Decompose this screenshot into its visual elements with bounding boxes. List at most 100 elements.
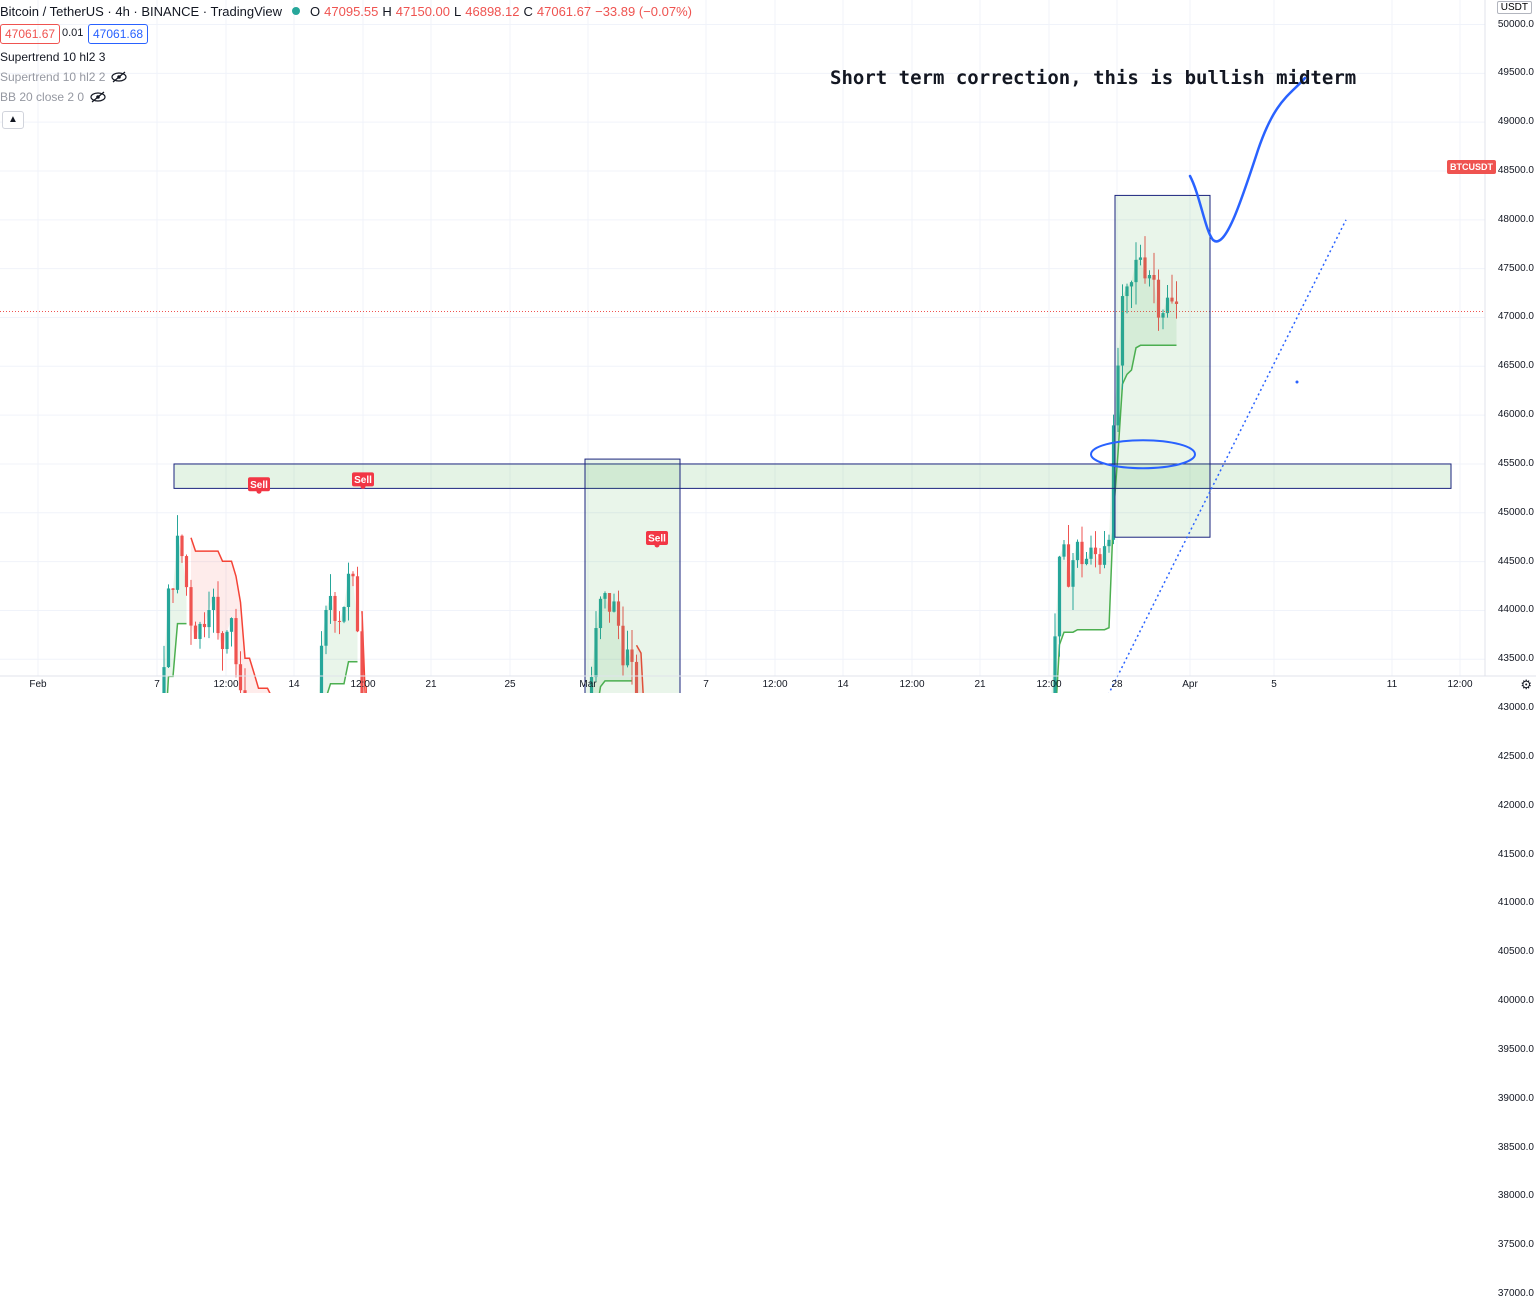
time-tick-label: 14 <box>288 679 300 690</box>
candle-body <box>1084 558 1089 565</box>
candle-body <box>1089 547 1093 559</box>
price-tick-label: 47000.0 <box>1497 311 1534 323</box>
close-label: C <box>523 3 533 19</box>
indicator-label: BB 20 close 2 0 <box>0 90 85 104</box>
price-tick-label: 43000.0 <box>1497 702 1534 714</box>
price-tick-label: 37000.0 <box>1497 1288 1534 1299</box>
time-tick-label: 14 <box>837 679 849 690</box>
candle-body <box>337 620 342 622</box>
chart-canvas[interactable]: SellSellBuySellBuySellBuy <box>0 0 1536 693</box>
candle-body <box>1116 365 1120 426</box>
candle-body <box>162 667 166 693</box>
price-tick-label: 42000.0 <box>1497 799 1534 811</box>
price-tick-label: 38500.0 <box>1497 1141 1534 1153</box>
candle-body <box>355 576 360 632</box>
candle-body <box>342 607 346 622</box>
price-tick-label: 48500.0 <box>1497 164 1534 176</box>
candle-body <box>1062 544 1066 557</box>
candle-body <box>166 588 171 668</box>
candle-body <box>319 645 324 693</box>
price-tick-label: 37500.0 <box>1497 1239 1534 1251</box>
indicator-supertrend-2[interactable]: Supertrend 10 hl2 2 <box>0 70 128 84</box>
time-tick-label: 11 <box>1386 679 1398 690</box>
candle-body <box>229 618 234 632</box>
eye-hidden-icon[interactable] <box>111 71 128 83</box>
candle-body <box>1057 556 1062 637</box>
user-drawings[interactable] <box>164 76 1452 693</box>
price-tick-label: 47500.0 <box>1497 262 1534 274</box>
time-tick-label: 21 <box>974 679 986 690</box>
time-tick-label: 12:00 <box>213 679 239 690</box>
candle-body <box>211 596 216 611</box>
signal-dot <box>256 488 262 494</box>
signal-label: Sell <box>648 533 666 544</box>
annotation-text[interactable]: Short term correction, this is bullish m… <box>830 67 1357 89</box>
candle-body <box>198 623 202 639</box>
candle-body <box>175 535 180 590</box>
candle-body <box>1075 541 1080 561</box>
candle-body <box>625 649 630 666</box>
close-value: 47061.67 <box>536 3 592 19</box>
time-tick-label: Feb <box>29 679 47 690</box>
supertrend-line <box>361 611 366 693</box>
price-tick-label: 44500.0 <box>1497 555 1534 567</box>
eye-hidden-icon[interactable] <box>90 91 106 103</box>
supertrend-area <box>636 645 644 693</box>
candle-body <box>1170 297 1174 302</box>
price-tick-label: 43500.0 <box>1497 653 1534 665</box>
candle-body <box>1152 274 1156 280</box>
time-tick-label: Mar <box>579 679 597 690</box>
price-tick-label: 39500.0 <box>1497 1043 1534 1055</box>
price-tick-label: 41000.0 <box>1497 897 1534 909</box>
candle-body <box>594 628 598 678</box>
time-tick-label: 7 <box>154 679 160 690</box>
candle-body <box>351 573 355 577</box>
price-tick-label: 42500.0 <box>1497 750 1534 762</box>
sell-price-button[interactable]: 47061.67 <box>0 24 61 44</box>
price-tick-label: 49500.0 <box>1497 67 1534 79</box>
low-label: L <box>454 3 462 19</box>
candle-body <box>1125 286 1129 297</box>
time-tick-label: 21 <box>425 679 437 690</box>
candle-body <box>598 598 603 629</box>
price-tick-label: 45000.0 <box>1497 506 1534 518</box>
candle-body <box>360 631 364 693</box>
candle-body <box>243 690 247 693</box>
price-tick-label: 49000.0 <box>1497 116 1534 128</box>
market-status-icon <box>292 7 301 15</box>
candle-body <box>184 556 189 588</box>
indicator-bb[interactable]: BB 20 close 2 0 <box>0 90 106 104</box>
candle-body <box>324 609 328 646</box>
chart-title[interactable]: Bitcoin / TetherUS · 4h · BINANCE · Trad… <box>0 3 283 19</box>
candle-body <box>189 587 193 626</box>
signal-labels: SellSellBuySellBuySellBuy <box>248 472 668 548</box>
chevron-up-icon[interactable]: ▲ <box>2 111 24 129</box>
candle-body <box>1174 301 1179 304</box>
open-label: O <box>310 3 321 19</box>
price-tick-label: 46000.0 <box>1497 409 1534 421</box>
time-tick-label: 7 <box>703 679 709 690</box>
supertrend-line <box>1056 344 1177 693</box>
gear-icon[interactable]: ⚙ <box>1520 677 1532 692</box>
buy-price-button[interactable]: 47061.68 <box>88 24 149 44</box>
projection-curve <box>1188 76 1307 243</box>
candle-body <box>616 601 621 626</box>
time-tick-label: 12:00 <box>1036 679 1062 690</box>
candle-body <box>630 649 634 662</box>
time-tick-label: 5 <box>1271 679 1277 690</box>
open-value: 47095.55 <box>324 3 379 19</box>
candle-body <box>1143 257 1147 279</box>
currency-selector[interactable]: USDT <box>1496 1 1532 14</box>
candle-body <box>238 664 243 691</box>
candle-body <box>612 601 616 612</box>
range-box-march <box>584 458 681 693</box>
candle-body <box>1120 296 1125 366</box>
candle-body <box>171 588 175 590</box>
candle-body <box>1053 636 1057 693</box>
price-tick-label: 40000.0 <box>1497 995 1534 1007</box>
candle-body <box>621 625 625 666</box>
indicator-supertrend-1[interactable]: Supertrend 10 hl2 3 <box>0 50 105 64</box>
price-tick-label: 44000.0 <box>1497 604 1534 616</box>
candle-body <box>1129 282 1134 287</box>
signal-label: Sell <box>250 480 268 491</box>
